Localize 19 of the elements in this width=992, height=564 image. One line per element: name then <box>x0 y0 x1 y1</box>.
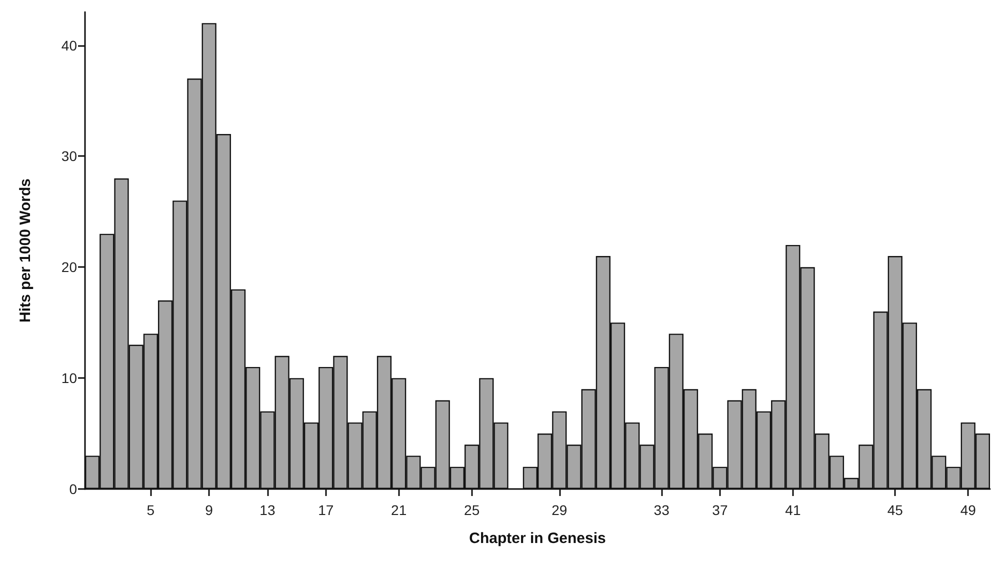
x-tick-label: 37 <box>712 502 728 518</box>
x-tick-label: 21 <box>391 502 407 518</box>
y-tick-label: 0 <box>69 481 78 497</box>
x-axis-title: Chapter in Genesis <box>469 530 606 547</box>
x-tick-label: 33 <box>654 502 670 518</box>
x-tick-label: 41 <box>785 502 801 518</box>
x-tick-label: 45 <box>887 502 904 518</box>
x-tick-label: 5 <box>146 502 155 518</box>
y-axis-title: Hits per 1000 Words <box>17 178 34 322</box>
y-tick-label: 10 <box>61 370 78 386</box>
y-tick-label: 20 <box>61 259 78 276</box>
y-tick-label: 30 <box>61 148 78 164</box>
x-tick-label: 29 <box>552 502 568 518</box>
y-tick-label: 40 <box>61 37 78 54</box>
x-tick-label: 9 <box>205 502 214 518</box>
x-tick-label: 49 <box>960 502 976 518</box>
x-tick-label: 13 <box>260 502 276 518</box>
x-tick-label: 17 <box>318 502 334 518</box>
x-tick-label: 25 <box>464 502 480 518</box>
